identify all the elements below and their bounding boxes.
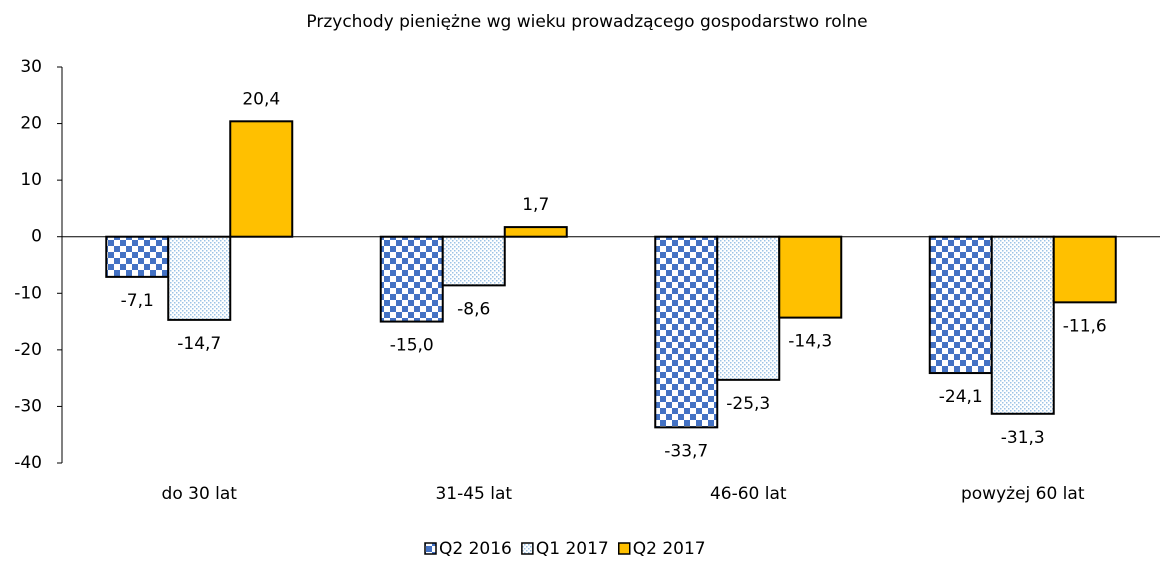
y-tick-label: -10 (14, 283, 42, 303)
y-tick-label: -20 (14, 340, 42, 360)
value-label: -33,7 (664, 441, 708, 461)
value-label: 1,7 (522, 195, 549, 215)
bar (379, 235, 444, 323)
y-tick-label: -30 (14, 396, 42, 416)
y-tick-label: 30 (20, 57, 42, 77)
value-label: -15,0 (390, 336, 434, 356)
x-tick-label: 31-45 lat (435, 484, 512, 504)
legend-swatch (521, 542, 534, 555)
bar (441, 235, 506, 287)
value-label: -25,3 (726, 394, 770, 414)
legend-swatch (424, 542, 437, 555)
value-label: -11,6 (1063, 316, 1107, 336)
value-label: 20,4 (242, 89, 280, 109)
bar (167, 235, 232, 321)
value-label: -7,1 (121, 291, 154, 311)
bar (778, 235, 843, 319)
bar (1052, 235, 1117, 304)
x-tick-label: 46-60 lat (710, 484, 787, 504)
bar (105, 235, 170, 278)
value-label: -31,3 (1001, 428, 1045, 448)
bar (716, 235, 781, 381)
y-tick-label: -40 (14, 453, 42, 473)
value-label: -14,3 (788, 332, 832, 352)
y-tick-label: 10 (20, 170, 42, 190)
value-label: -14,7 (177, 334, 221, 354)
legend-label: Q2 2017 (633, 539, 706, 559)
x-tick-label: do 30 lat (162, 484, 238, 504)
bar (990, 235, 1055, 415)
chart-title: Przychody pieniężne wg wieku prowadząceg… (306, 12, 867, 32)
value-label: -24,1 (939, 387, 983, 407)
y-tick-label: 0 (31, 227, 42, 247)
x-tick-label: powyżej 60 lat (961, 484, 1085, 504)
value-label: -8,6 (457, 299, 490, 319)
bar (654, 235, 719, 429)
y-tick-label: 20 (20, 114, 42, 134)
bar (229, 120, 294, 238)
legend-label: Q1 2017 (536, 539, 609, 559)
bar (503, 226, 568, 238)
bar (928, 235, 993, 375)
legend-label: Q2 2016 (439, 539, 512, 559)
legend-swatch (618, 542, 631, 555)
